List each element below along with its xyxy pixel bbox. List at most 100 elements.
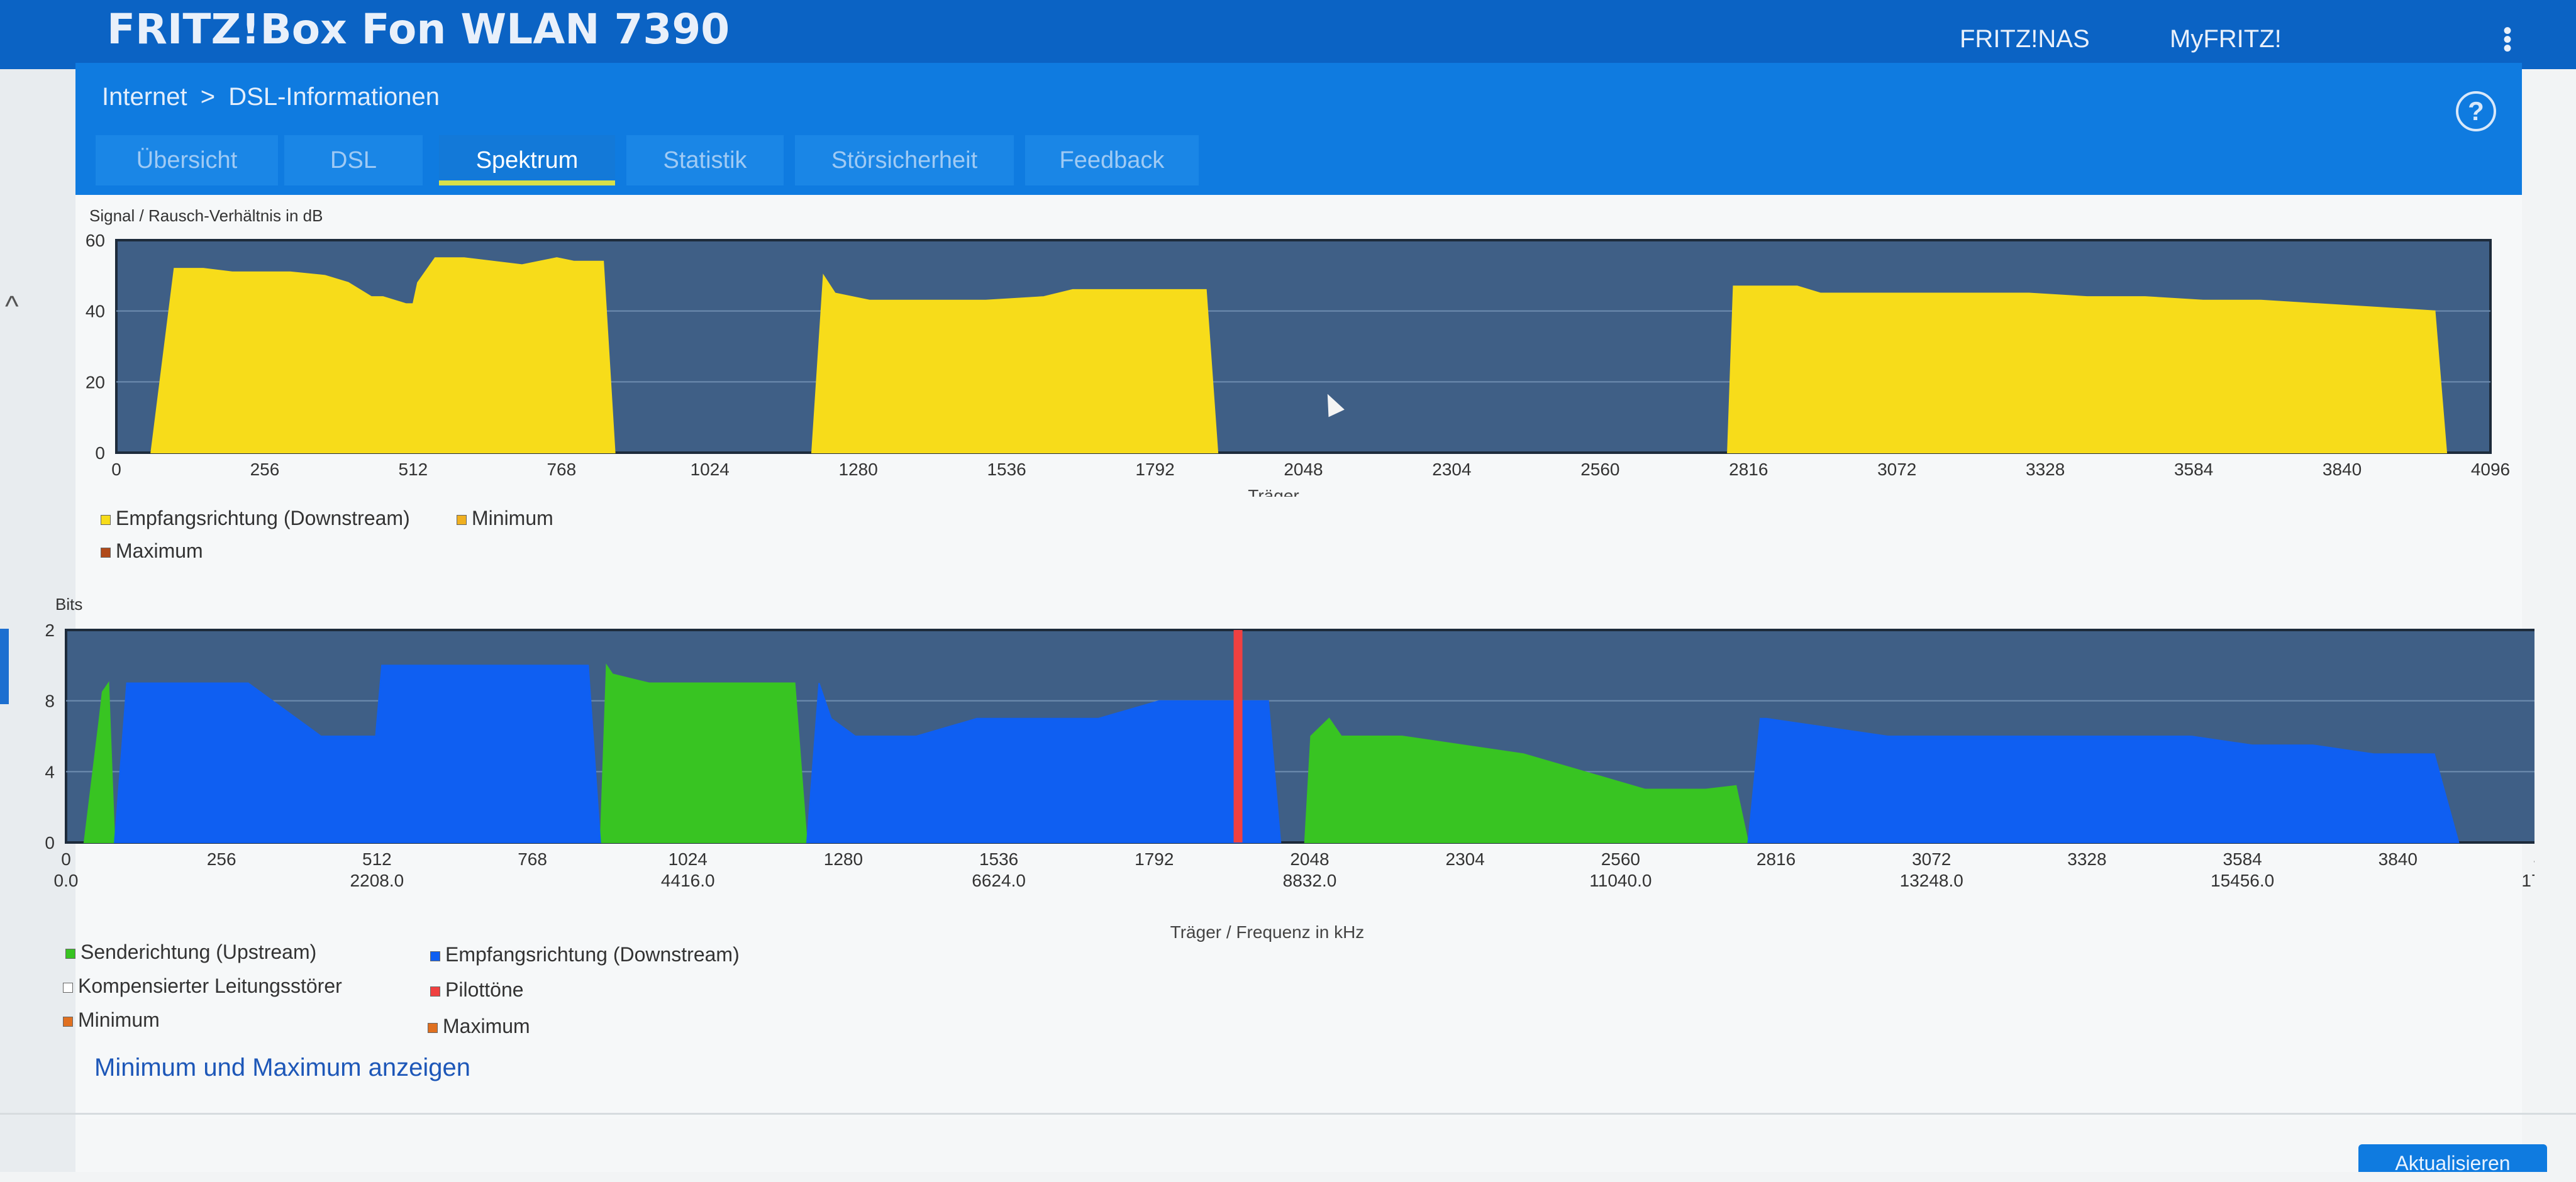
footer-divider <box>0 1113 2576 1115</box>
bits-legend-pilottoene: Pilottöne <box>430 978 524 1002</box>
x-tick-khz-label: 11040.0 <box>1589 871 1652 890</box>
help-icon[interactable]: ? <box>2456 91 2496 131</box>
snr-chart-title: Signal / Rausch-Verhältnis in dB <box>89 206 323 225</box>
tab-stoersicherheit[interactable]: Störsicherheit <box>795 135 1014 185</box>
legend-swatch-white <box>63 982 73 993</box>
x-tick-label: 3328 <box>2026 460 2065 479</box>
x-tick-khz-label: 13248.0 <box>1900 871 1963 890</box>
series-area-1-0 <box>114 665 601 843</box>
x-tick-khz-label: 15456.0 <box>2211 871 2274 890</box>
x-tick-label: 2816 <box>1757 849 1796 869</box>
x-tick-khz-label: 4416.0 <box>661 871 715 890</box>
x-tick-label: 1024 <box>669 849 708 869</box>
y-tick-label: 40 <box>86 302 105 321</box>
legend-swatch-yellow <box>101 514 111 525</box>
x-tick-label: 3072 <box>1912 849 1951 869</box>
bits-legend-maximum: Maximum <box>428 1015 530 1038</box>
y-tick-label: 8 <box>45 692 55 711</box>
x-tick-label: 3584 <box>2223 849 2262 869</box>
bits-legend-downstream: Empfangsrichtung (Downstream) <box>430 943 740 966</box>
snr-legend-minimum: Minimum <box>457 507 553 530</box>
tab-dsl[interactable]: DSL <box>284 135 423 185</box>
legend-swatch-orange-min <box>63 1016 73 1027</box>
series-area-1-2 <box>1747 717 2460 843</box>
tab-spektrum[interactable]: Spektrum <box>439 135 615 185</box>
x-tick-label: 1792 <box>1135 460 1174 479</box>
x-tick-label: 256 <box>250 460 280 479</box>
x-tick-label: 3840 <box>2379 849 2418 869</box>
x-tick-label: 1280 <box>839 460 878 479</box>
y-tick-label: 20 <box>86 372 105 392</box>
tab-statistik[interactable]: Statistik <box>626 135 784 185</box>
series-area-0-1 <box>811 273 1219 453</box>
x-tick-khz-label: 0.0 <box>54 871 79 890</box>
snr-legend-downstream: Empfangsrichtung (Downstream) <box>101 507 410 530</box>
bits-legend-upstream: Senderichtung (Upstream) <box>65 941 316 964</box>
bits-chart: Bits 0 4 8 12 0 256 512 768 1024 1280 1536 1792 2048… <box>44 595 2534 942</box>
x-tick-label: 1536 <box>987 460 1026 479</box>
breadcrumb: Internet > DSL-Informationen <box>102 83 440 111</box>
x-tick-label: 2304 <box>1446 849 1485 869</box>
x-tick-label: 4096 <box>2471 460 2510 479</box>
x-tick-khz-label: 8832.0 <box>1283 871 1337 890</box>
y-tick-label: 60 <box>86 231 105 250</box>
nav-fritznas-link[interactable]: FRITZ!NAS <box>1960 25 2090 53</box>
top-bar: FRITZ!Box Fon WLAN 7390 FRITZ!NAS MyFRIT… <box>0 0 2576 69</box>
series-area-0-2 <box>1727 285 2448 453</box>
x-tick-label: 1024 <box>691 460 730 479</box>
tab-feedback[interactable]: Feedback <box>1025 135 1199 185</box>
snr-chart: Signal / Rausch-Verhältnis in dB 0 20 40 60… <box>86 206 2510 497</box>
left-sidebar: ^ <box>0 69 75 1172</box>
x-tick-label: 1536 <box>979 849 1018 869</box>
x-tick-label: 2816 <box>1729 460 1768 479</box>
x-tick-label: 3328 <box>2067 849 2106 869</box>
x-tick-label: 2048 <box>1290 849 1329 869</box>
x-tick-label: 0 <box>61 849 71 869</box>
x-tick-label: 3584 <box>2174 460 2213 479</box>
show-minmax-link[interactable]: Minimum und Maximum anzeigen <box>94 1054 471 1081</box>
x-tick-label: 1280 <box>824 849 863 869</box>
x-tick-label: 512 <box>362 849 392 869</box>
series-area-0-2 <box>1304 717 1749 843</box>
chevron-up-icon[interactable]: ^ <box>5 290 19 323</box>
y-tick-label: 0 <box>95 443 105 463</box>
x-tick-khz-label: 2208.0 <box>350 871 404 890</box>
y-tick-label: 4 <box>45 762 55 782</box>
kebab-icon[interactable]: • • • <box>2503 17 2512 62</box>
breadcrumb-separator-icon: > <box>200 83 216 111</box>
series-area-1-1 <box>806 683 1282 843</box>
legend-swatch-red <box>430 986 440 997</box>
legend-swatch-green <box>65 948 75 959</box>
sidebar-active-marker <box>0 629 9 704</box>
x-tick-label: 0 <box>111 460 121 479</box>
snr-plot-area: 0 20 40 60 0 256 512 768 1024 1280 1536 1792 2048 230… <box>86 231 2510 479</box>
nav-myfritz-link[interactable]: MyFRITZ! <box>2170 25 2282 53</box>
x-tick-label: 2560 <box>1580 460 1619 479</box>
bits-chart-title: Bits <box>55 595 82 614</box>
bits-legend-minimum: Minimum <box>63 1008 160 1032</box>
x-tick-label: 256 <box>207 849 236 869</box>
series-area-0-0 <box>150 257 616 453</box>
bits-plot-area: 0 4 8 12 0 256 512 768 1024 1280 1536 1792 2048 2304 2… <box>44 621 2534 890</box>
x-tick-khz-label: 17664.0 <box>2521 871 2534 890</box>
x-tick-label: 3072 <box>1877 460 1916 479</box>
pilot-tone-bar <box>1233 630 1243 842</box>
app-title: FRITZ!Box Fon WLAN 7390 <box>107 5 730 53</box>
x-tick-label: 768 <box>518 849 547 869</box>
x-tick-label: 1792 <box>1135 849 1174 869</box>
bits-x-axis-label: Träger / Frequenz in kHz <box>1170 922 1365 942</box>
legend-swatch-blue <box>430 951 440 961</box>
y-tick-label: 0 <box>45 833 55 853</box>
breadcrumb-dsl-informationen: DSL-Informationen <box>228 83 440 111</box>
series-area-0-1 <box>599 663 808 843</box>
legend-swatch-orange <box>457 514 467 525</box>
bits-legend-kompensiert: Kompensierter Leitungsstörer <box>63 975 342 998</box>
refresh-button[interactable]: Aktualisieren <box>2358 1144 2547 1174</box>
tab-uebersicht[interactable]: Übersicht <box>96 135 278 185</box>
x-tick-label: 768 <box>547 460 576 479</box>
x-tick-label: 512 <box>399 460 428 479</box>
x-tick-label: 2560 <box>1601 849 1640 869</box>
x-tick-label: 2304 <box>1432 460 1471 479</box>
breadcrumb-internet[interactable]: Internet <box>102 83 187 111</box>
snr-legend-maximum: Maximum <box>101 539 203 563</box>
